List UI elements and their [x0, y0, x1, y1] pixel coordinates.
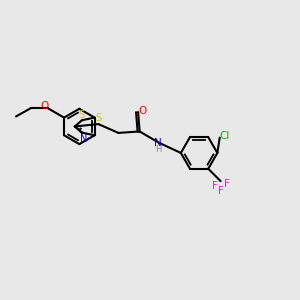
Text: S: S	[79, 110, 85, 120]
Text: S: S	[95, 113, 101, 124]
Text: N: N	[80, 134, 87, 143]
Text: H: H	[156, 145, 162, 154]
Text: F: F	[224, 179, 230, 189]
Text: Cl: Cl	[220, 131, 230, 142]
Text: F: F	[218, 185, 224, 196]
Text: O: O	[40, 101, 48, 111]
Text: N: N	[154, 138, 161, 148]
Text: O: O	[139, 106, 147, 116]
Text: F: F	[212, 182, 218, 191]
